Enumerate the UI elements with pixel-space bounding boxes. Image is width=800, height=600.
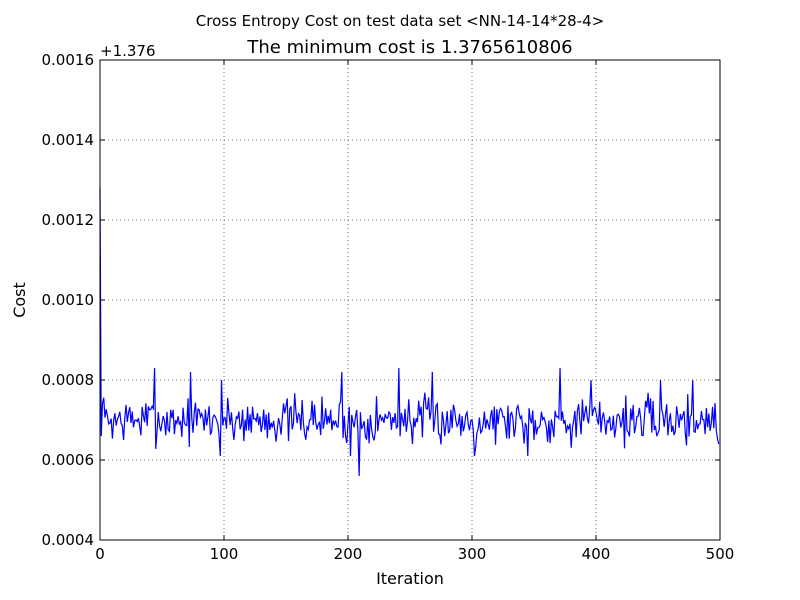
- y-tick-label: 0.0010: [42, 291, 95, 309]
- y-axis: 0.0004 0.0006 0.0008 0.0010 0.0012 0.0014 0.00…: [42, 51, 720, 549]
- x-axis: 0 100 200 300 400 500: [95, 60, 734, 563]
- x-tick-label: 300: [458, 545, 487, 563]
- y-offset-label: +1.376: [100, 42, 156, 60]
- chart-suptitle: Cross Entropy Cost on test data set <NN-…: [196, 12, 604, 30]
- x-tick-label: 100: [210, 545, 239, 563]
- x-tick-label: 400: [582, 545, 611, 563]
- y-tick-label: 0.0012: [42, 211, 95, 229]
- x-axis-label: Iteration: [376, 569, 444, 588]
- y-tick-label: 0.0016: [42, 51, 95, 69]
- series-line: [99, 187, 720, 477]
- x-tick-label: 0: [95, 545, 105, 563]
- y-tick-label: 0.0004: [42, 531, 95, 549]
- x-tick-label: 500: [706, 545, 735, 563]
- chart-title: The minimum cost is 1.3765610806: [246, 37, 572, 58]
- y-tick-label: 0.0014: [42, 131, 95, 149]
- y-tick-label: 0.0006: [42, 451, 95, 469]
- y-axis-label: Cost: [10, 282, 29, 318]
- y-tick-label: 0.0008: [42, 371, 95, 389]
- plot-area: [99, 187, 720, 477]
- x-tick-label: 200: [334, 545, 363, 563]
